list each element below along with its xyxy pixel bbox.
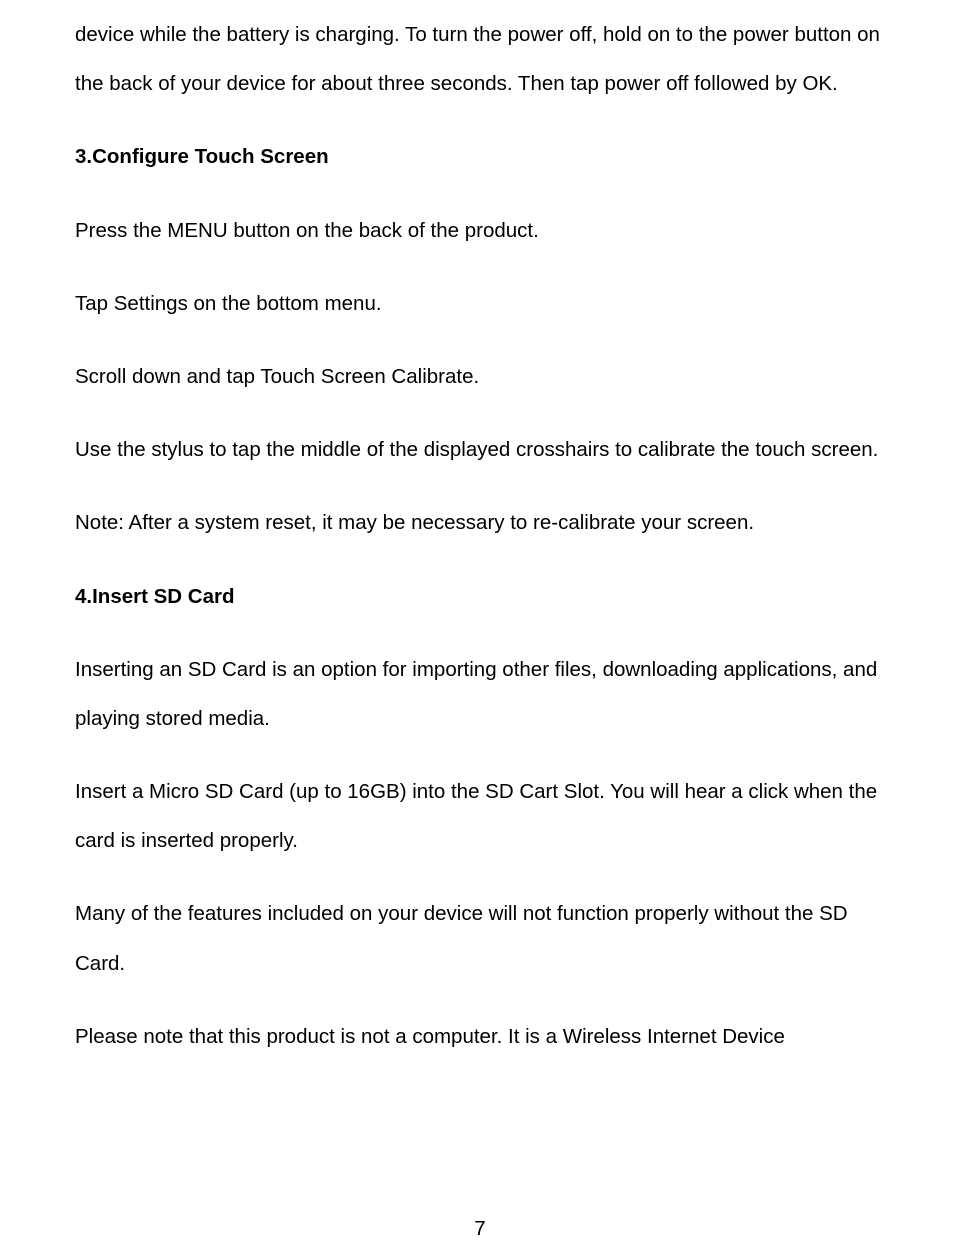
paragraph-note-reset: Note: After a system reset, it may be ne… xyxy=(75,498,885,547)
paragraph-insert-micro-sd: Insert a Micro SD Card (up to 16GB) into… xyxy=(75,767,885,865)
paragraph-inserting-sd: Inserting an SD Card is an option for im… xyxy=(75,645,885,743)
heading-configure-touch-screen: 3.Configure Touch Screen xyxy=(75,132,885,181)
heading-insert-sd-card: 4.Insert SD Card xyxy=(75,572,885,621)
paragraph-use-stylus: Use the stylus to tap the middle of the … xyxy=(75,425,885,474)
paragraph-tap-settings: Tap Settings on the bottom menu. xyxy=(75,279,885,328)
paragraph-features-sd: Many of the features included on your de… xyxy=(75,889,885,987)
document-page: device while the battery is charging. To… xyxy=(0,0,960,1259)
paragraph-press-menu: Press the MENU button on the back of the… xyxy=(75,206,885,255)
paragraph-scroll-calibrate: Scroll down and tap Touch Screen Calibra… xyxy=(75,352,885,401)
paragraph-intro-continued: device while the battery is charging. To… xyxy=(75,10,885,108)
page-number: 7 xyxy=(0,1217,960,1241)
paragraph-not-computer: Please note that this product is not a c… xyxy=(75,1012,885,1061)
